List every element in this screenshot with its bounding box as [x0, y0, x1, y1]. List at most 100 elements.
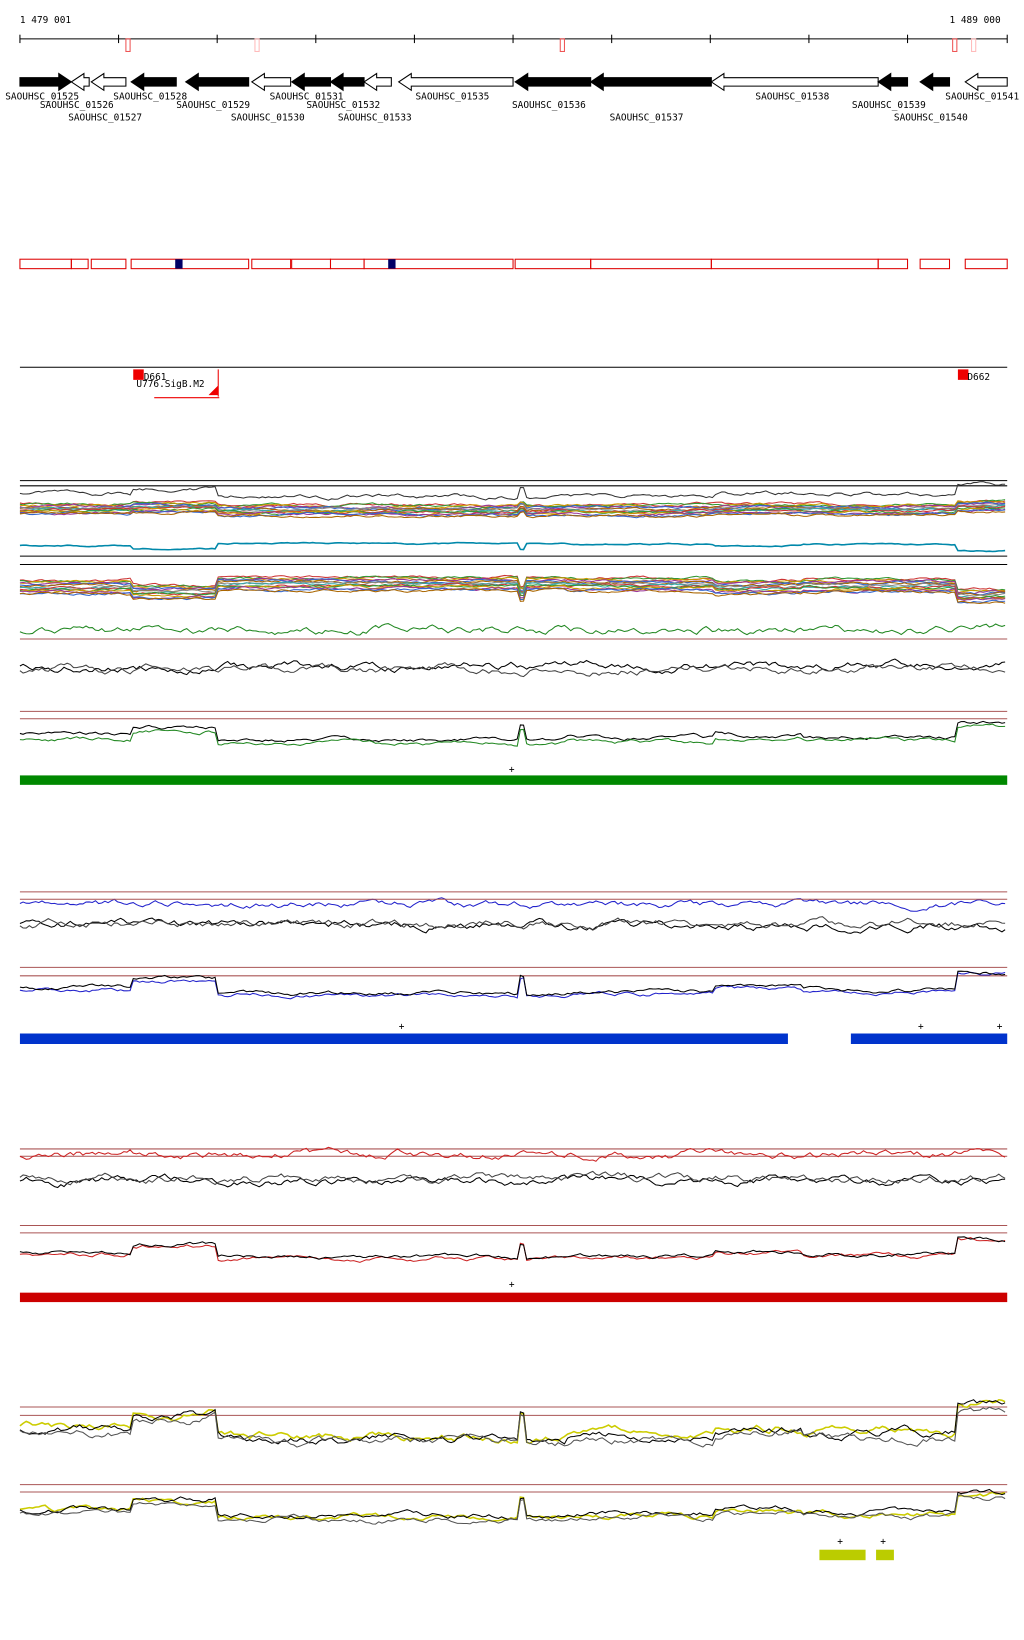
- region-box: [130, 258, 250, 270]
- end-coordinate: 1 489 000: [950, 15, 1001, 26]
- gene-arrow: [130, 72, 177, 92]
- ruler-marker: [559, 38, 565, 52]
- gene-arrow: [19, 72, 73, 92]
- gene-arrow: [919, 72, 951, 92]
- feature-box: [133, 369, 144, 380]
- feature-label: D662: [967, 372, 990, 383]
- plus-mark: +: [880, 1536, 886, 1547]
- signal-trace: [19, 500, 1006, 510]
- gene-arrow: [290, 72, 332, 92]
- track-bar: [19, 775, 1008, 785]
- region-box: [251, 258, 292, 270]
- gene-label: SAOUHSC_01528: [113, 92, 187, 103]
- plus-mark: +: [399, 1021, 405, 1032]
- region-box: [590, 258, 712, 270]
- signal-trace: [19, 587, 1006, 604]
- gene-arrow: [90, 72, 127, 92]
- gene-arrow: [877, 72, 909, 92]
- plus-mark: +: [509, 1279, 515, 1290]
- ruler-marker: [125, 38, 131, 52]
- gene-label: SAOUHSC_01531: [270, 92, 344, 103]
- ruler-marker: [971, 38, 977, 52]
- signal-trace: [19, 1173, 1006, 1189]
- region-marker: [175, 259, 183, 269]
- gene-arrow: [70, 72, 90, 92]
- gene-label: SAOUHSC_01530: [231, 113, 305, 124]
- track-bar: [819, 1549, 866, 1561]
- gene-arrow: [964, 72, 1008, 92]
- signal-trace: [19, 970, 1006, 997]
- signal-trace: [19, 916, 1006, 931]
- gene-label: SAOUHSC_01532: [306, 100, 380, 111]
- gene-label: SAOUHSC_01533: [338, 113, 412, 124]
- feature-label: U776.SigB.M2: [136, 379, 204, 390]
- signal-trace: [19, 583, 1006, 600]
- gene-label: SAOUHSC_01529: [176, 100, 250, 111]
- signal-trace: [19, 723, 1006, 747]
- gene-label: SAOUHSC_01527: [68, 113, 142, 124]
- region-box: [877, 258, 909, 270]
- gene-arrow: [710, 72, 879, 92]
- region-box: [19, 258, 72, 270]
- signal-trace: [19, 510, 1006, 519]
- region-box: [514, 258, 592, 270]
- region-marker: [388, 259, 396, 269]
- gene-label: SAOUHSC_01536: [512, 100, 586, 111]
- signal-trace: [19, 1399, 1006, 1445]
- gene-label: SAOUHSC_01526: [40, 100, 114, 111]
- signal-trace: [19, 917, 1006, 934]
- signal-trace: [19, 581, 1006, 597]
- gene-arrow: [514, 72, 592, 92]
- gene-arrow: [184, 72, 250, 92]
- plus-mark: +: [837, 1536, 843, 1547]
- feature-label: D661: [144, 372, 167, 383]
- start-coordinate: 1 479 001: [20, 15, 71, 26]
- gene-label: SAOUHSC_01537: [610, 113, 684, 124]
- plus-mark: +: [509, 764, 515, 775]
- gene-arrow: [329, 72, 365, 92]
- signal-trace: [19, 541, 1006, 553]
- ruler-marker: [254, 38, 260, 52]
- region-box: [90, 258, 127, 270]
- signal-trace: [19, 1170, 1006, 1186]
- gene-label: SAOUHSC_01538: [755, 92, 829, 103]
- signal-trace: [19, 720, 1006, 743]
- gene-label: SAOUHSC_01540: [894, 113, 968, 124]
- ruler-marker: [952, 38, 958, 52]
- track-bar: [850, 1033, 1008, 1044]
- gene-arrow: [250, 72, 292, 92]
- signal-trace: [19, 481, 1006, 501]
- signal-trace: [19, 897, 1006, 912]
- gene-label: SAOUHSC_01525: [5, 92, 79, 103]
- signal-trace: [19, 662, 1006, 678]
- signal-trace: [19, 1146, 1006, 1162]
- plus-mark: +: [918, 1021, 924, 1032]
- signal-trace: [19, 1406, 1006, 1448]
- track-bar: [876, 1549, 894, 1561]
- signal-trace: [19, 658, 1006, 676]
- gene-label: SAOUHSC_01541: [945, 92, 1019, 103]
- plus-mark: +: [997, 1021, 1003, 1032]
- signal-trace: [19, 579, 1006, 597]
- region-box: [291, 258, 332, 270]
- signal-trace: [19, 1491, 1006, 1522]
- region-box: [70, 258, 89, 270]
- gene-label: SAOUHSC_01535: [415, 92, 489, 103]
- region-box: [329, 258, 365, 270]
- feature-bracket: [208, 369, 219, 397]
- region-box: [964, 258, 1008, 270]
- signal-trace: [19, 574, 1006, 592]
- region-box: [919, 258, 951, 270]
- gene-label: SAOUHSC_01539: [852, 100, 926, 111]
- signal-trace: [19, 1494, 1006, 1525]
- gene-arrow: [397, 72, 514, 92]
- signal-trace: [19, 1488, 1006, 1521]
- gene-arrow: [589, 72, 712, 92]
- feature-box: [957, 369, 969, 380]
- signal-trace: [19, 1236, 1006, 1260]
- track-bar: [19, 1033, 788, 1044]
- region-box: [710, 258, 879, 270]
- track-bar: [19, 1292, 1008, 1303]
